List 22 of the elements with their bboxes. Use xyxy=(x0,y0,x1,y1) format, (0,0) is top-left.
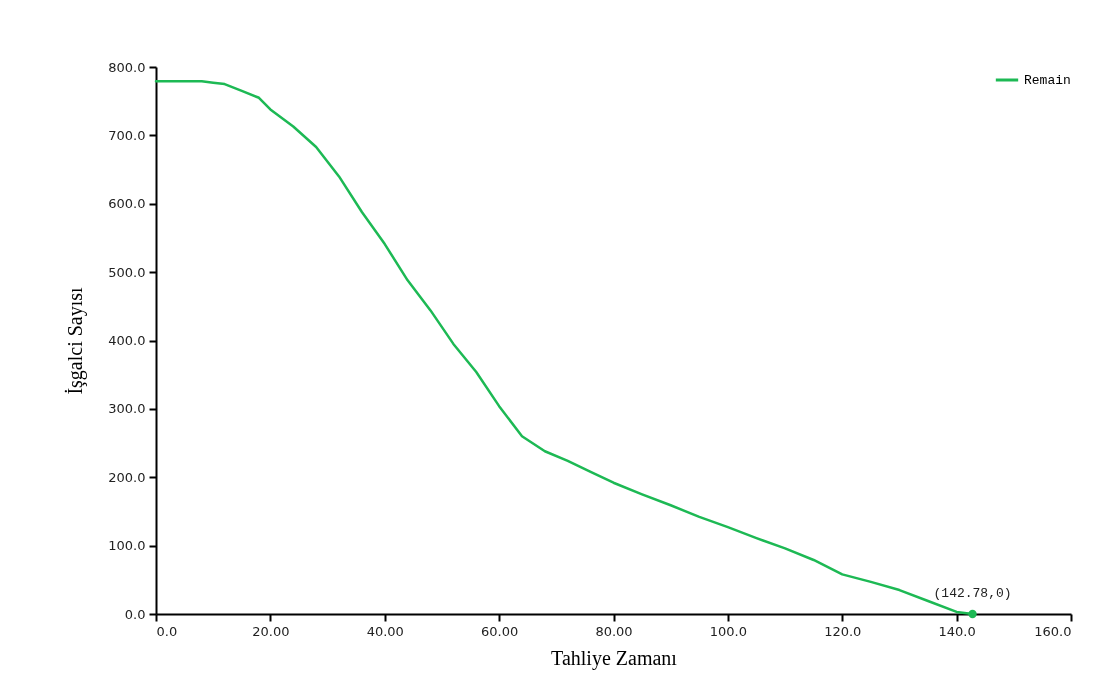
x-tick-label: 140.0 xyxy=(938,623,976,639)
y-tick-label: 300.0 xyxy=(108,401,146,417)
x-tick-label: 40.00 xyxy=(366,623,404,639)
y-tick-label: 600.0 xyxy=(108,196,146,212)
x-tick-label: 0.0 xyxy=(156,623,178,639)
x-tick-label: 20.00 xyxy=(252,623,290,639)
x-tick-label: 60.00 xyxy=(481,623,519,639)
y-axis-title: İşgalci Sayısı xyxy=(64,286,88,395)
x-tick-label: 120.0 xyxy=(824,623,862,639)
y-tick-label: 0.0 xyxy=(124,606,146,622)
x-tick-label: 80.00 xyxy=(595,623,633,639)
y-tick-label: 700.0 xyxy=(108,127,146,143)
x-tick-label: 100.0 xyxy=(709,623,747,639)
y-tick-label: 800.0 xyxy=(108,59,146,75)
x-tick-label: 160.0 xyxy=(1034,623,1072,639)
y-tick-label: 200.0 xyxy=(108,469,146,485)
annotation: (142.78,0) xyxy=(933,586,1012,601)
y-tick-label: 100.0 xyxy=(108,538,146,554)
legend-label: Remain xyxy=(1024,73,1071,88)
y-tick-label: 400.0 xyxy=(108,333,146,348)
x-axis-title: Tahliye Zamanı xyxy=(551,646,678,670)
y-tick-label: 500.0 xyxy=(108,264,146,280)
